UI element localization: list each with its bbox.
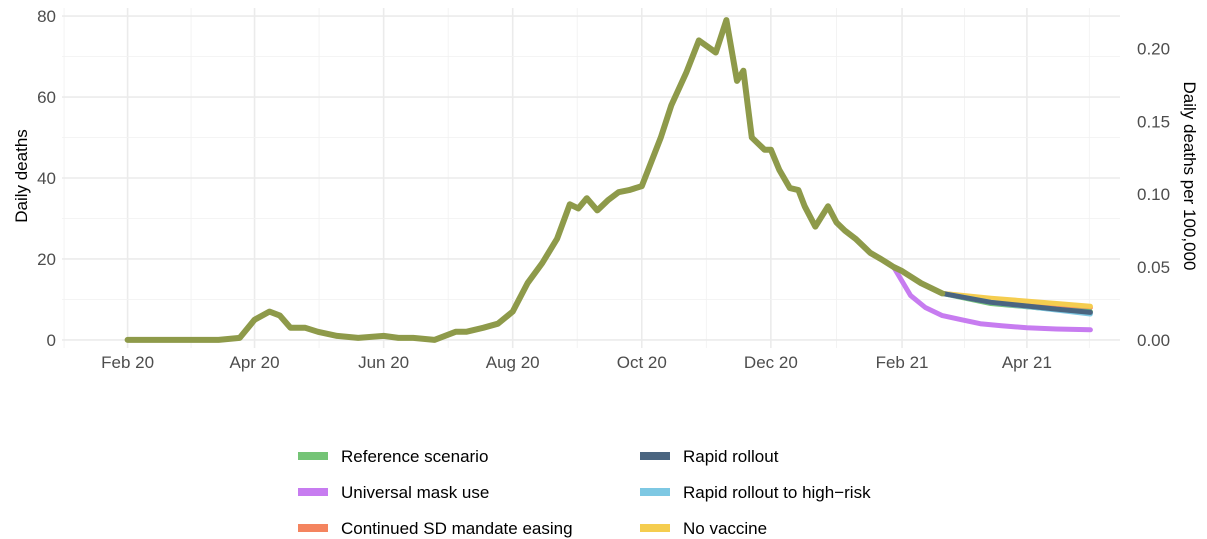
y-tick-label: 20 [37, 250, 56, 269]
history-line [124, 17, 946, 343]
y-axis-ticks: 0 20 40 60 80 [37, 7, 56, 350]
x-tick-label: Apr 20 [230, 353, 280, 372]
y-tick-label: 0 [47, 331, 56, 350]
legend: Reference scenario Universal mask use Cont… [298, 447, 871, 538]
x-tick-label: Feb 21 [876, 353, 929, 372]
x-tick-label: Oct 20 [617, 353, 667, 372]
legend-swatch-mask [298, 488, 328, 496]
y-tick-label: 40 [37, 169, 56, 188]
legend-label: Reference scenario [341, 447, 488, 466]
series-line-rapid [939, 290, 1093, 315]
legend-label: Universal mask use [341, 483, 489, 502]
y-axis-title: Daily deaths [12, 129, 31, 223]
legend-label: Rapid rollout [683, 447, 779, 466]
legend-swatch-rapid_high_risk [640, 488, 670, 496]
series-line-mask [891, 264, 1093, 333]
x-tick-label: Apr 21 [1002, 353, 1052, 372]
x-tick-label: Dec 20 [744, 353, 798, 372]
y-right-tick-label: 0.00 [1137, 331, 1170, 350]
legend-swatch-no_vaccine [640, 524, 670, 532]
legend-label: Continued SD mandate easing [341, 519, 573, 538]
series-lines [124, 17, 1093, 343]
x-axis-ticks: Feb 20 Apr 20 Jun 20 Aug 20 Oct 20 Dec 20 Feb … [101, 353, 1052, 372]
y-right-tick-label: 0.15 [1137, 112, 1170, 131]
legend-swatch-sd_easing [298, 524, 328, 532]
y-tick-label: 60 [37, 88, 56, 107]
x-tick-label: Feb 20 [101, 353, 154, 372]
legend-label: Rapid rollout to high−risk [683, 483, 871, 502]
x-tick-label: Jun 20 [358, 353, 409, 372]
grid [62, 8, 1120, 348]
y-axis-right-ticks: 0.00 0.05 0.10 0.15 0.20 [1137, 39, 1170, 349]
legend-label: No vaccine [683, 519, 767, 538]
x-tick-label: Aug 20 [486, 353, 540, 372]
y-tick-label: 80 [37, 7, 56, 26]
y-axis-right-title: Daily deaths per 100,000 [1180, 81, 1199, 270]
legend-swatch-rapid [640, 452, 670, 460]
legend-swatch-reference [298, 452, 328, 460]
y-right-tick-label: 0.20 [1137, 39, 1170, 58]
y-right-tick-label: 0.05 [1137, 258, 1170, 277]
y-right-tick-label: 0.10 [1137, 185, 1170, 204]
